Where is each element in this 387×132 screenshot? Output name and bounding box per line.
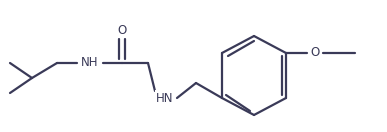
Text: HN: HN [156,91,174,105]
Text: NH: NH [81,56,99,70]
Text: O: O [310,46,320,60]
Text: O: O [117,23,127,37]
